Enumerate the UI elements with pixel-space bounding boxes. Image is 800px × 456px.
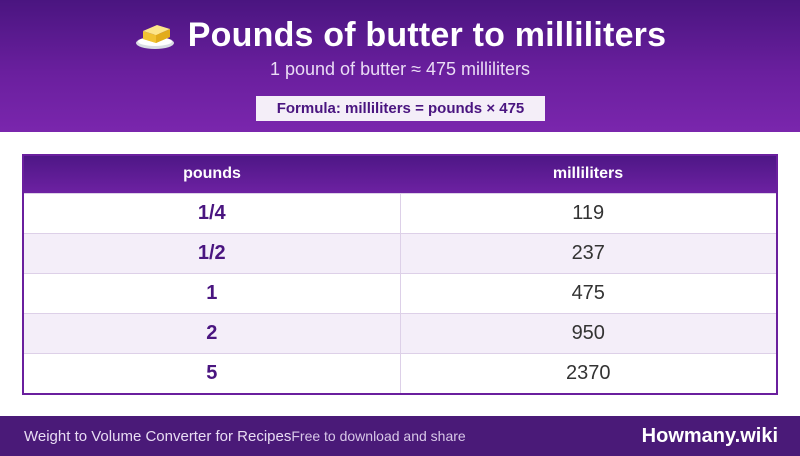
butter-icon [134, 18, 178, 52]
column-header-milliliters: milliliters [552, 165, 624, 183]
pounds-cell: 1/4 [24, 192, 401, 233]
table-row: 1 475 [24, 272, 776, 313]
conversion-table: pounds milliliters 1/4 119 1/2 237 1 475… [22, 154, 778, 395]
page-title: Pounds of butter to milliliters [0, 14, 800, 56]
footer-brand-link[interactable]: Howmany.wiki [641, 424, 778, 447]
milliliters-cell: 950 [400, 312, 776, 353]
footer-info: Weight to Volume Converter for Recipes F… [24, 416, 466, 456]
pounds-cell: 1 [24, 272, 401, 313]
table-row: 2 950 [24, 312, 776, 353]
milliliters-cell: 237 [400, 232, 776, 273]
pounds-cell: 5 [24, 352, 401, 393]
formula-box: Formula: milliliters = pounds × 475 [256, 96, 545, 121]
footer-app-name: Weight to Volume Converter for Recipes [24, 427, 292, 445]
pounds-cell: 2 [24, 312, 401, 353]
conversion-subtitle: 1 pound of butter ≈ 475 milliliters [269, 59, 530, 79]
table-row: 5 2370 [24, 352, 776, 393]
milliliters-cell: 2370 [400, 352, 776, 393]
table-row: 1/4 119 [24, 192, 776, 233]
milliliters-cell: 119 [400, 192, 776, 233]
column-header-pounds: pounds [183, 165, 241, 183]
pounds-cell: 1/2 [24, 232, 401, 273]
title-text: Pounds of butter to milliliters [187, 15, 667, 54]
table-row: 1/2 237 [24, 232, 776, 273]
header-banner: Pounds of butter to milliliters 1 pound … [0, 0, 800, 132]
footer-bar: Weight to Volume Converter for Recipes F… [0, 416, 800, 456]
footer-tagline: Free to download and share [291, 428, 466, 444]
table-header-row: pounds milliliters [24, 156, 776, 193]
milliliters-cell: 475 [400, 272, 776, 313]
